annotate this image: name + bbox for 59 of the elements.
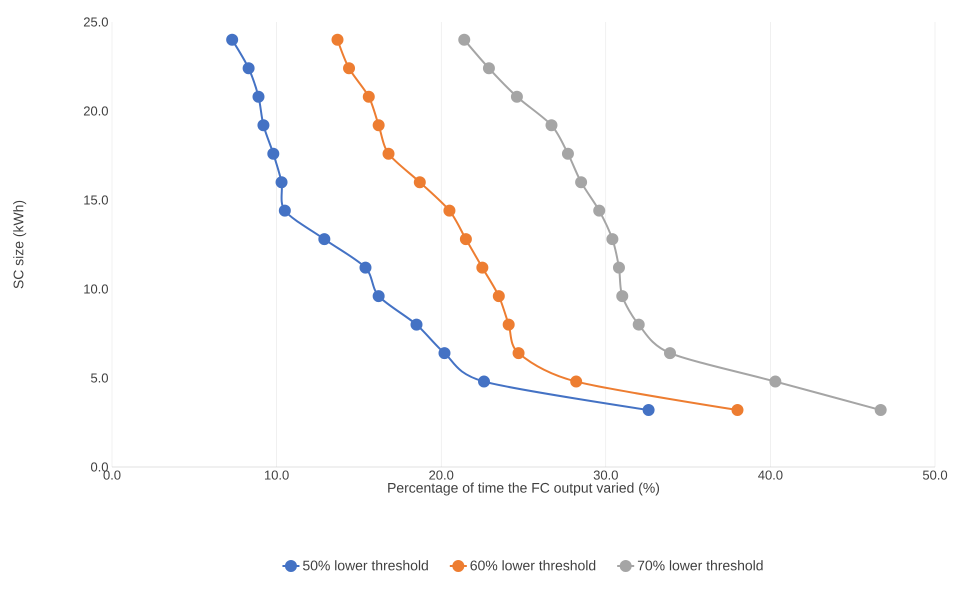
point <box>593 204 606 217</box>
point <box>318 233 330 246</box>
point <box>276 176 288 188</box>
y-axis-title: SC size (kWh) <box>13 200 26 288</box>
point <box>242 62 255 74</box>
point <box>460 233 472 246</box>
x-axis-title: Percentage of time the FC output varied (%) <box>388 482 660 496</box>
x-tick-label: 50.0 <box>922 470 948 480</box>
point <box>502 318 515 331</box>
point <box>476 262 488 274</box>
point <box>252 90 264 103</box>
point <box>362 90 375 103</box>
x-tick-label: 10.0 <box>264 470 289 480</box>
point <box>478 376 490 388</box>
point <box>372 119 385 132</box>
point <box>874 404 887 416</box>
point <box>382 148 395 160</box>
point <box>278 204 291 217</box>
point <box>606 233 618 246</box>
point <box>332 34 344 46</box>
point <box>570 376 582 388</box>
point <box>343 62 356 74</box>
y-tick-label: 5.0 <box>90 373 108 383</box>
legend-label: 50% lower threshold <box>303 560 428 570</box>
point <box>642 404 655 416</box>
legend-label: 70% lower threshold <box>638 560 763 570</box>
point <box>632 318 645 331</box>
point <box>731 404 744 416</box>
point <box>612 262 625 274</box>
point <box>512 347 525 360</box>
x-tick-label: 0.0 <box>104 470 121 480</box>
point <box>562 148 574 160</box>
x-tick-label: 20.0 <box>429 470 454 480</box>
point <box>226 34 238 46</box>
point <box>664 347 676 360</box>
point <box>575 176 588 188</box>
x-tick-label: 40.0 <box>758 470 783 480</box>
point <box>359 262 372 274</box>
y-tick-label: 10.0 <box>84 284 108 294</box>
legend-label: 60% lower threshold <box>470 560 596 570</box>
y-tick-label: 0.0 <box>90 462 108 472</box>
point <box>372 290 385 302</box>
point <box>458 34 470 46</box>
x-tick-label: 30.0 <box>594 470 618 480</box>
y-tick-label: 20.0 <box>84 106 108 116</box>
point <box>616 290 628 302</box>
point <box>257 119 270 132</box>
point <box>510 90 523 103</box>
point <box>492 290 505 302</box>
point <box>545 119 558 132</box>
point <box>438 347 450 360</box>
y-tick-label: 25.0 <box>84 17 108 27</box>
point <box>482 62 495 74</box>
y-tick-label: 15.0 <box>84 195 108 205</box>
point <box>414 176 426 188</box>
point <box>410 318 423 331</box>
point <box>267 148 280 160</box>
point <box>443 204 456 217</box>
point <box>769 376 782 388</box>
